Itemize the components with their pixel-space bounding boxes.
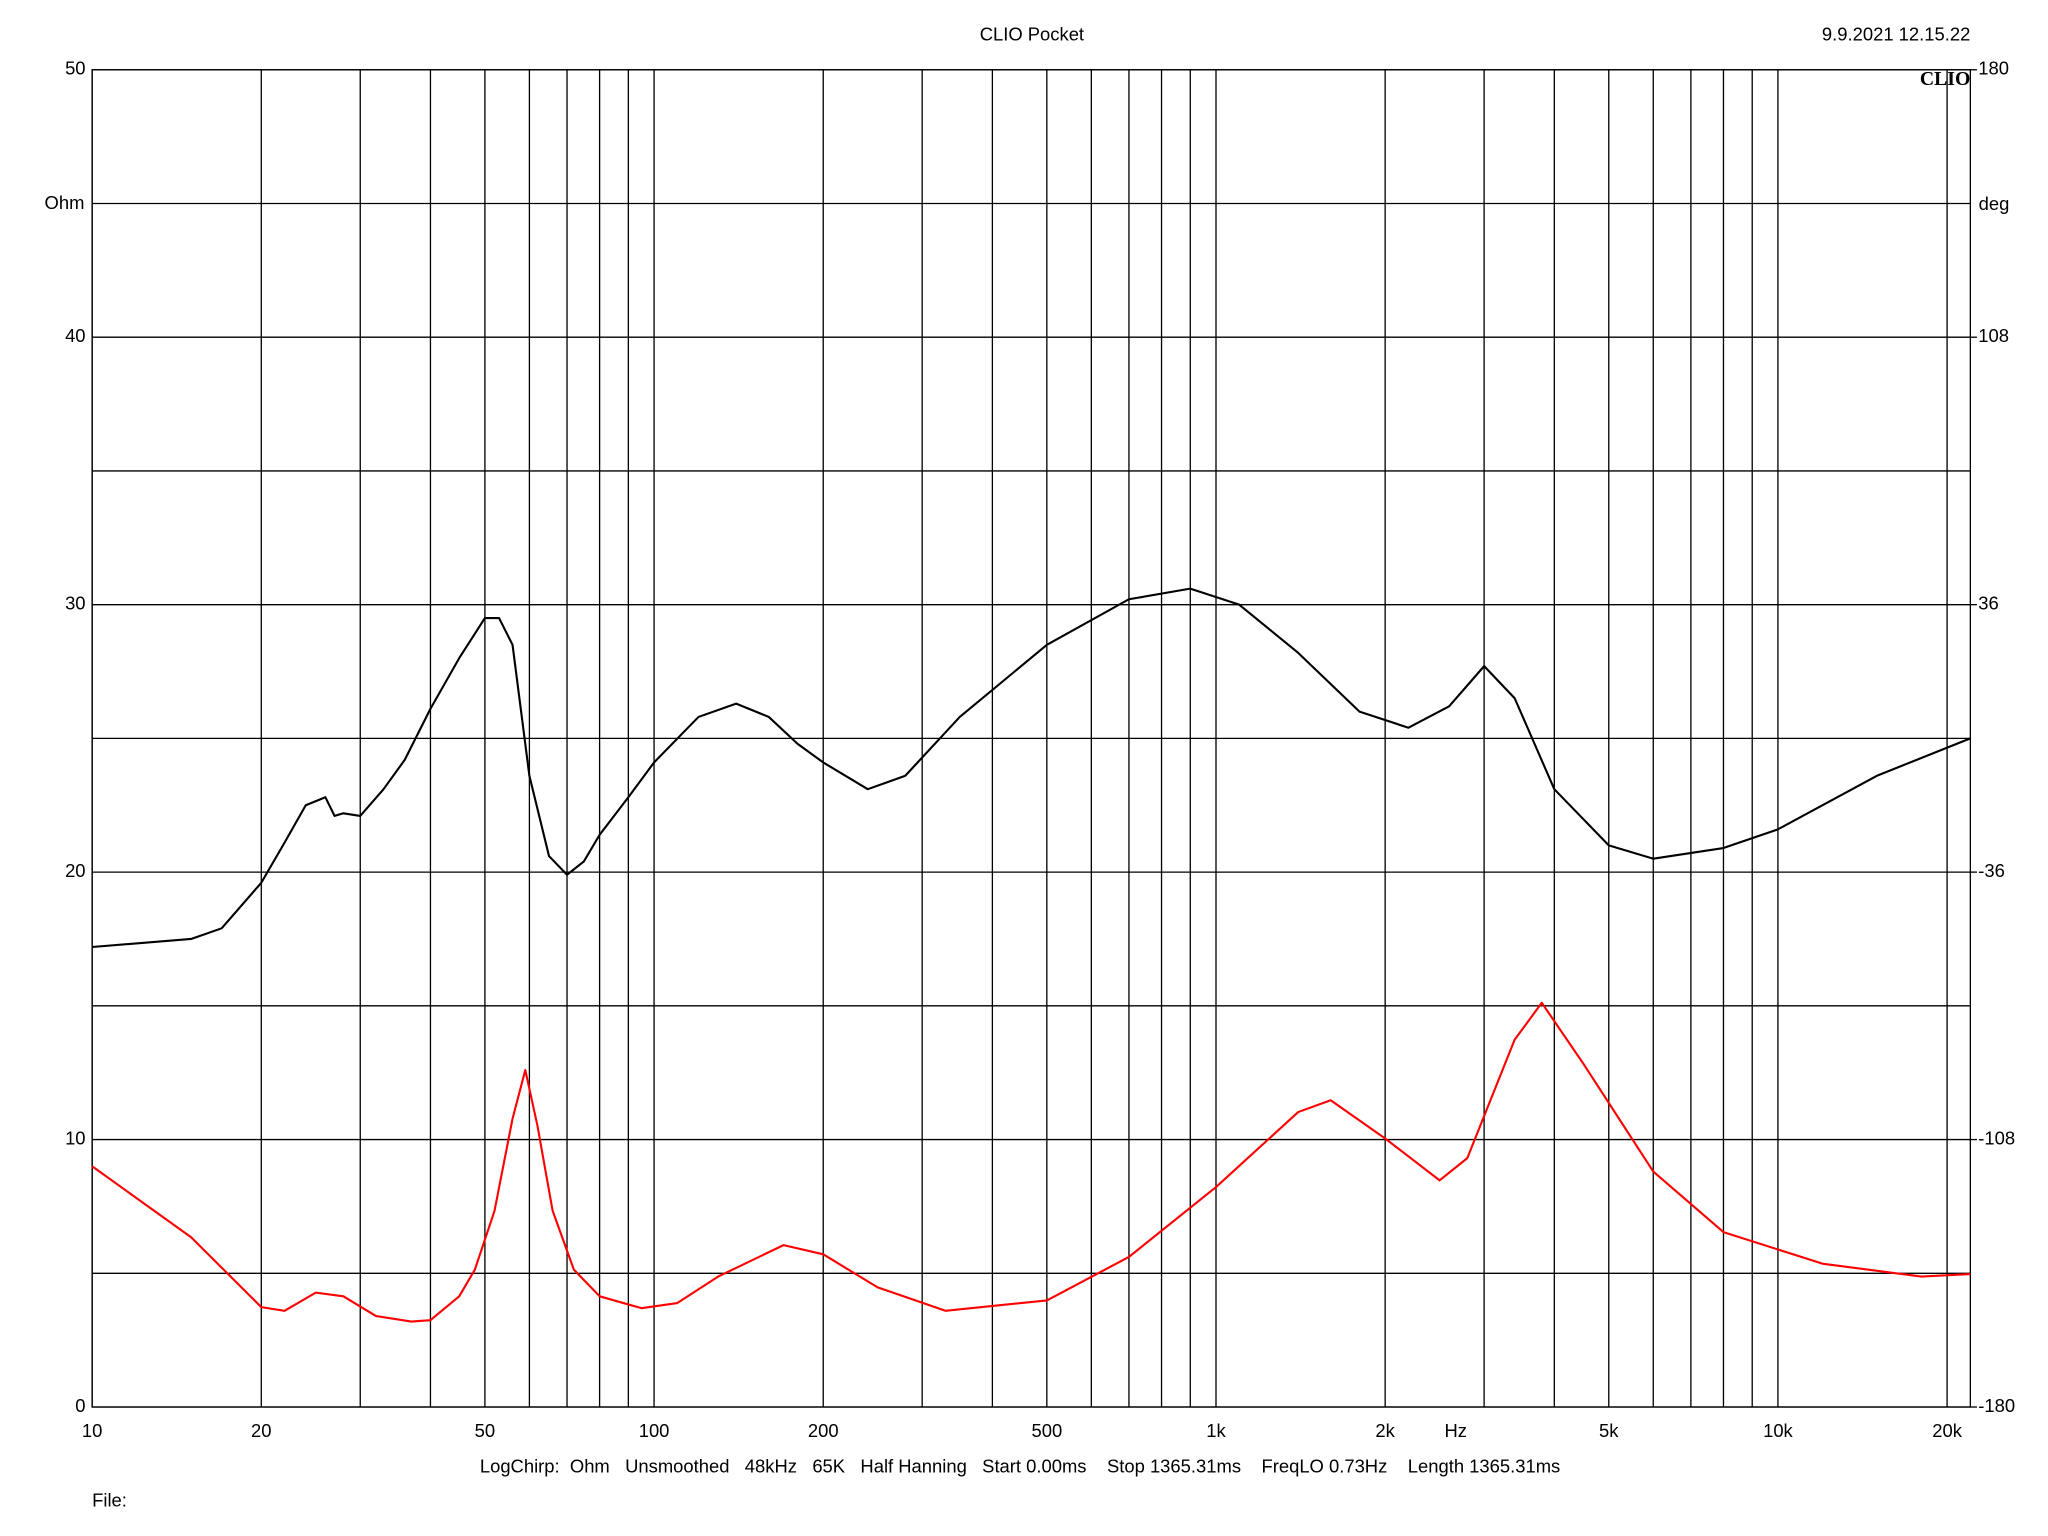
series-line — [91, 1001, 1971, 1323]
x-tick-label: 5k — [1599, 1420, 1619, 1441]
x-tick-label: 50 — [475, 1420, 495, 1441]
y2-tick-label: 180 — [1978, 58, 2009, 79]
y-tick-label: 10 — [65, 1127, 85, 1148]
chart-title: CLIO Pocket — [980, 23, 1084, 44]
file-label: File: — [92, 1490, 127, 1511]
x-tick-label: 500 — [1031, 1420, 1062, 1441]
x-tick-label: 100 — [639, 1420, 670, 1441]
y2-tick-label: 108 — [1978, 325, 2009, 346]
x-tick-label: 2k — [1375, 1420, 1395, 1441]
y2-tick-label: -36 — [1978, 860, 2005, 881]
x-tick-label: 10k — [1763, 1420, 1793, 1441]
logo: CLIO — [1920, 68, 1970, 90]
y-tick-label: 50 — [65, 58, 85, 79]
y2-axis-label: deg — [1979, 193, 2010, 214]
y-tick-label: 20 — [65, 860, 85, 881]
series-line — [92, 587, 1971, 949]
x-tick-label: 20k — [1932, 1420, 1962, 1441]
y-tick-label: 40 — [65, 325, 85, 346]
y-axis-label: Ohm — [45, 192, 85, 213]
y2-tick-label: 36 — [1978, 593, 1998, 614]
x-tick-label: 10 — [82, 1420, 102, 1441]
x-tick-label: 200 — [808, 1420, 839, 1441]
footer: LogChirp: Ohm Unsmoothed 48kHz 65K Half … — [480, 1455, 1560, 1476]
x-axis-label: Hz — [1444, 1420, 1467, 1441]
y2-tick-label: -108 — [1978, 1127, 2015, 1148]
y2-tick-label: -180 — [1978, 1395, 2015, 1416]
timestamp: 9.9.2021 12.15.22 — [1822, 23, 1970, 44]
y-tick-label: 30 — [65, 593, 85, 614]
y-tick-label: 0 — [75, 1395, 85, 1416]
x-tick-label: 1k — [1206, 1420, 1226, 1441]
x-tick-label: 20 — [251, 1420, 271, 1441]
